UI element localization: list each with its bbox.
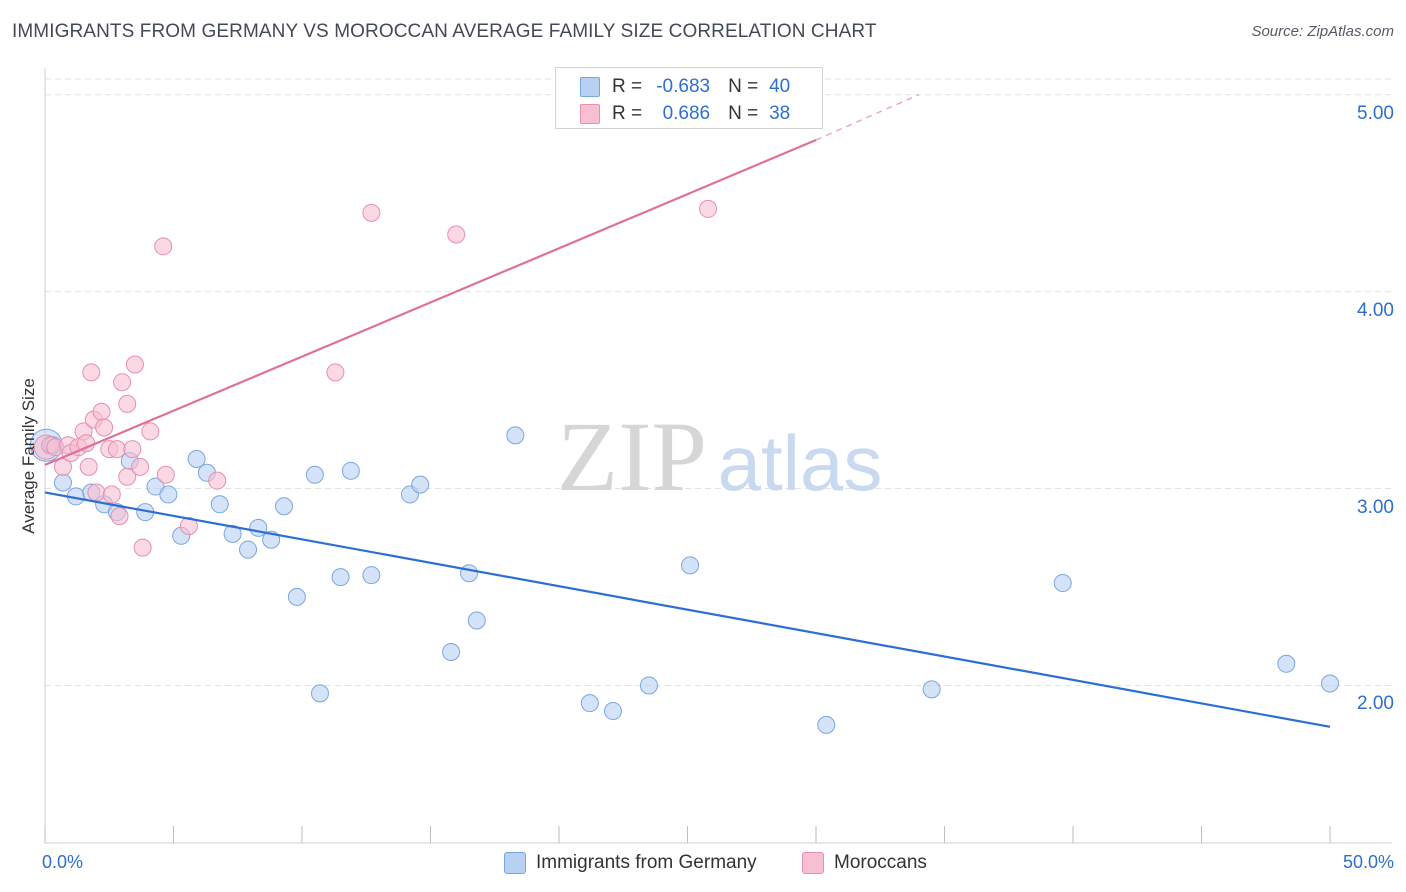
stats-legend: R = -0.683 N = 40 R = 0.686 N = 38 [555,67,823,129]
data-point [817,715,836,734]
data-point [331,568,350,587]
x-tick-label-min: 0.0% [42,852,84,872]
data-point [447,225,466,244]
data-point [187,450,206,468]
data-point [326,363,345,382]
data-point [110,507,129,526]
data-point [223,524,242,543]
data-point [113,373,132,392]
data-point [107,440,126,459]
trendline-moroccans [44,138,817,466]
data-point [681,556,700,575]
legend-item-germany: Immigrants from Germany [504,852,757,874]
y-axis-label: Average Family Size [19,378,38,534]
data-point [133,538,152,557]
legend-n-label: N = [728,76,759,97]
data-point [249,518,268,537]
x-tick-label-max: 50.0% [1342,852,1394,872]
data-point [506,426,525,445]
legend-label-germany: Immigrants from Germany [536,852,757,873]
data-point [210,495,229,514]
points-layer [29,199,1339,734]
legend-n-label: N = [728,103,759,124]
grid-layer [45,78,1392,686]
data-point [95,418,114,437]
data-point [287,587,306,606]
data-point [154,237,173,256]
chart-title: IMMIGRANTS FROM GERMANY VS MOROCCAN AVER… [12,21,877,42]
legend-r-value: -0.683 [656,76,711,97]
data-point [460,564,479,583]
data-point [87,483,106,502]
legend-label-moroccans: Moroccans [834,852,927,873]
data-point [156,465,175,484]
legend-row-germany: R = -0.683 N = 40 [580,75,790,99]
data-point [580,694,599,713]
legend-swatch-germany [580,77,600,97]
y-tick-label: 3.00 [1357,496,1394,518]
data-point [82,363,101,382]
data-point [1321,674,1339,693]
data-point [92,402,111,421]
data-point [125,355,144,374]
y-tick-label: 4.00 [1357,299,1394,321]
data-point [208,471,227,490]
data-point [310,684,329,703]
trendline-germany [44,491,1331,728]
legend-swatch-germany [504,852,526,874]
legend-item-moroccans: Moroccans [802,852,927,874]
legend-r-value: 0.686 [662,103,711,124]
data-point [922,680,941,699]
data-point [305,465,324,484]
data-point [411,475,430,494]
legend-swatch-moroccans [802,852,824,874]
data-point [1277,654,1296,673]
data-point [179,516,198,535]
trend-layer [44,94,1331,728]
y-tick-label: 5.00 [1357,102,1394,124]
data-point [362,566,381,585]
y-tick-label: 2.00 [1357,693,1394,715]
watermark: ZIP atlas [557,401,882,512]
data-point [239,540,258,559]
legend-r-label: R = [612,76,643,97]
watermark-zip: ZIP [557,401,707,512]
data-point [141,422,160,441]
trendline-moroccans-extension [815,94,920,141]
legend-n-value: 40 [769,76,791,97]
data-point [699,199,718,218]
data-point [118,394,137,413]
data-point [275,497,294,516]
data-point [53,473,72,492]
data-point [603,702,622,721]
legend-swatch-moroccans [580,104,600,124]
data-point [467,611,486,630]
data-point [1053,574,1072,593]
legend-n-value: 38 [769,103,791,124]
data-point [102,485,121,504]
legend-r-label: R = [612,103,643,124]
data-point [131,457,150,476]
data-point [79,457,98,476]
data-point [341,461,360,480]
data-point [123,440,142,459]
legend-row-moroccans: R = 0.686 N = 38 [580,102,790,126]
watermark-atlas: atlas [718,419,883,507]
data-point [159,485,178,504]
data-point [639,676,658,695]
data-point [118,467,137,486]
data-point [362,203,381,222]
data-point [442,642,461,661]
source-note: Source: ZipAtlas.com [1251,23,1394,40]
